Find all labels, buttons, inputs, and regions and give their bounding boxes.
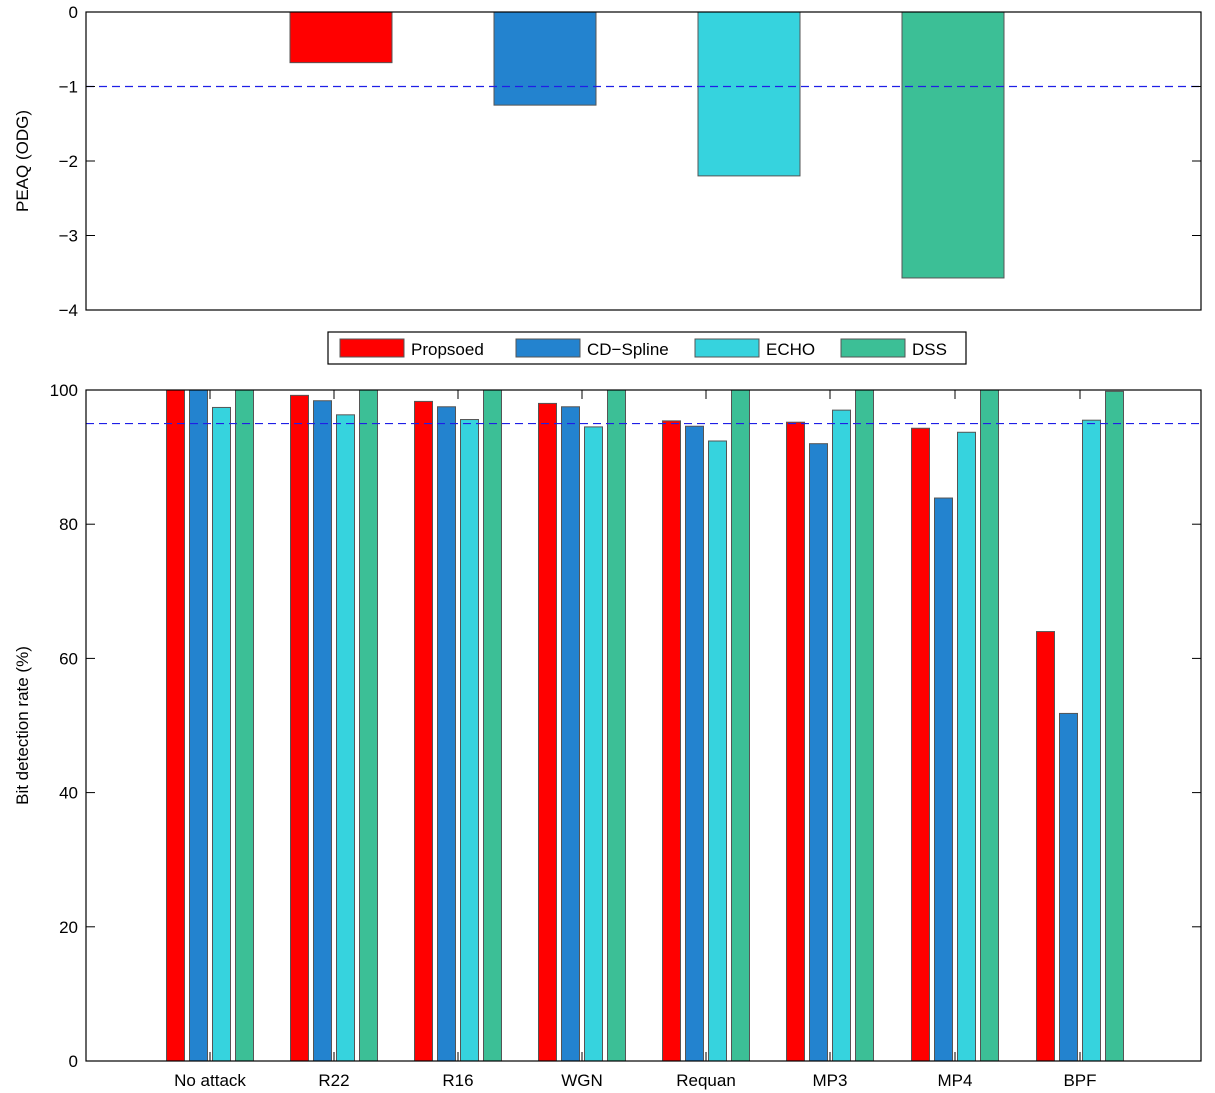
detection-y-axis-label: Bit detection rate (%) — [13, 646, 32, 805]
detection-bar — [934, 497, 953, 1062]
detection-xtick-label: BPF — [1063, 1071, 1096, 1090]
legend-swatch — [840, 338, 906, 358]
detection-bar — [538, 402, 557, 1062]
detection-plot-frame — [85, 389, 1202, 1062]
detection-bar — [809, 443, 828, 1062]
detection-xtick-label: Requan — [676, 1071, 736, 1090]
detection-bar — [437, 406, 456, 1062]
detection-bar — [166, 389, 185, 1062]
peaq-bars — [289, 11, 1005, 279]
detection-bar — [460, 419, 479, 1062]
detection-xtick-label: R16 — [442, 1071, 473, 1090]
detection-bar — [786, 421, 805, 1062]
legend-label: CD−Spline — [587, 340, 669, 359]
legend-swatch — [694, 338, 760, 358]
peaq-ytick-label: −1 — [59, 78, 78, 97]
detection-bar — [336, 414, 355, 1062]
detection-ytick-label: 20 — [59, 918, 78, 937]
detection-bar — [911, 427, 930, 1062]
detection-xtick-label: No attack — [174, 1071, 246, 1090]
detection-bar — [359, 389, 378, 1062]
detection-bar — [584, 426, 603, 1062]
peaq-ytick-label: −4 — [59, 301, 78, 320]
detection-bar — [731, 389, 750, 1062]
peaq-bar-4 — [901, 11, 1005, 279]
detection-xtick-label: MP4 — [938, 1071, 973, 1090]
detection-xtick-label: MP3 — [813, 1071, 848, 1090]
detection-y-ticks: 0 20 40 60 80 100 — [50, 381, 1201, 1071]
legend: Propsoed CD−Spline ECHO DSS — [327, 331, 967, 365]
detection-bar — [483, 389, 502, 1062]
legend-swatch — [339, 338, 405, 358]
detection-bar — [980, 389, 999, 1062]
peaq-ytick-label: −2 — [59, 152, 78, 171]
peaq-bar-1 — [289, 11, 393, 64]
detection-ytick-label: 80 — [59, 515, 78, 534]
legend-items: Propsoed CD−Spline ECHO DSS — [339, 338, 947, 359]
detection-bar — [855, 389, 874, 1062]
detection-bar — [561, 406, 580, 1062]
detection-ytick-label: 100 — [50, 381, 78, 400]
detection-bar — [708, 440, 727, 1062]
detection-bar — [1082, 419, 1101, 1062]
detection-bar — [290, 394, 309, 1062]
legend-swatch — [515, 338, 581, 358]
legend-label: ECHO — [766, 340, 815, 359]
detection-bar — [662, 420, 681, 1062]
peaq-ytick-label: −3 — [59, 227, 78, 246]
legend-label: DSS — [912, 340, 947, 359]
legend-label: Propsoed — [411, 340, 484, 359]
detection-x-ticks: No attack R22 R16 WGN Requan MP3 MP4 BPF — [174, 390, 1097, 1090]
detection-xtick-label: R22 — [318, 1071, 349, 1090]
detection-ytick-label: 40 — [59, 784, 78, 803]
detection-bar — [685, 425, 704, 1062]
peaq-chart: 0 −1 −2 −3 −4 PEAQ (ODG) — [13, 3, 1202, 320]
detection-bar — [235, 389, 254, 1062]
peaq-ytick-label: 0 — [69, 3, 78, 22]
detection-bar — [189, 389, 208, 1062]
peaq-plot-frame — [85, 11, 1202, 311]
detection-bar — [1036, 631, 1055, 1062]
detection-bar — [1105, 390, 1124, 1062]
detection-bar — [1059, 712, 1078, 1062]
detection-xtick-label: WGN — [561, 1071, 603, 1090]
detection-bar — [414, 400, 433, 1062]
detection-bar — [313, 400, 332, 1062]
detection-bar — [212, 406, 231, 1062]
detection-ytick-label: 0 — [69, 1052, 78, 1071]
detection-ytick-label: 60 — [59, 649, 78, 668]
peaq-y-ticks: 0 −1 −2 −3 −4 — [59, 3, 1201, 320]
peaq-bar-3 — [697, 11, 801, 177]
detection-bars — [166, 389, 1124, 1062]
detection-bar — [607, 389, 626, 1062]
detection-bar — [832, 409, 851, 1062]
peaq-y-axis-label: PEAQ (ODG) — [13, 110, 32, 212]
detection-chart: 0 20 40 60 80 100 No attack R22 R16 WGN Requan MP3… — [13, 381, 1202, 1090]
detection-bar — [957, 431, 976, 1062]
peaq-bar-2 — [493, 11, 597, 106]
